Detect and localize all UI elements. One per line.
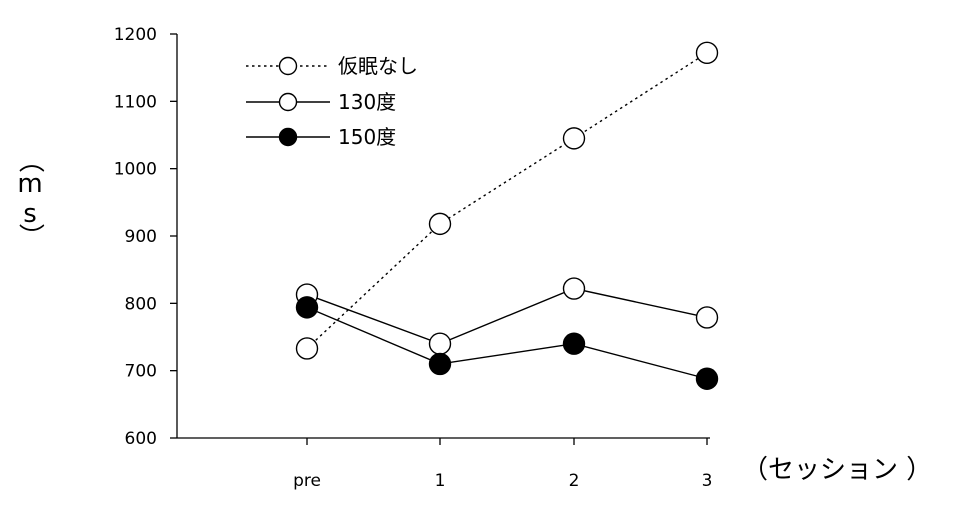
data-point xyxy=(428,332,452,355)
x-tick-label: 2 xyxy=(569,471,580,491)
data-point xyxy=(428,212,452,236)
y-tick-label: 1000 xyxy=(114,160,157,180)
data-point xyxy=(295,296,319,319)
data-point xyxy=(428,352,452,376)
x-tick-label: pre xyxy=(293,471,321,491)
y-tick-label: 700 xyxy=(125,362,157,382)
series-line xyxy=(306,306,708,380)
legend-label: 130度 xyxy=(338,90,396,114)
axes xyxy=(176,34,710,439)
legend-item: 130度 xyxy=(246,90,396,114)
y-axis-title-char: m xyxy=(17,169,42,199)
series-markers xyxy=(295,41,719,390)
legend-marker xyxy=(278,92,298,112)
x-tick-label: 1 xyxy=(435,471,446,491)
x-tick-label: 3 xyxy=(702,471,713,491)
series-line xyxy=(306,52,708,349)
y-axis-title-char: ） xyxy=(15,223,45,249)
data-point xyxy=(695,367,719,390)
y-ticks: 600 700 800 900 1000 1100 1200 xyxy=(114,25,177,449)
data-point xyxy=(695,306,719,329)
legend-marker xyxy=(278,127,298,147)
legend-label: 150度 xyxy=(338,125,396,149)
data-point xyxy=(562,127,586,150)
series-line xyxy=(306,287,708,345)
series-lines xyxy=(306,52,708,380)
y-tick-label: 600 xyxy=(125,429,157,449)
legend-marker xyxy=(278,56,298,76)
data-point xyxy=(695,41,719,65)
data-point xyxy=(295,337,319,360)
data-point xyxy=(562,277,586,300)
data-point xyxy=(562,332,586,355)
y-axis-title-char: （ xyxy=(15,147,45,173)
y-axis-title: （ m s ） xyxy=(15,147,45,249)
y-tick-label: 1100 xyxy=(114,92,157,112)
legend-item: 150度 xyxy=(246,125,396,149)
legend-label: 仮眠なし xyxy=(338,54,418,78)
y-tick-label: 800 xyxy=(125,294,157,314)
y-tick-label: 1200 xyxy=(114,25,157,45)
x-ticks: pre 1 2 3 xyxy=(293,438,712,491)
legend-item: 仮眠なし xyxy=(246,54,418,78)
legend: 仮眠なし 130度 150度 xyxy=(246,54,418,149)
x-axis-title: （セッション ） xyxy=(742,455,932,485)
y-tick-label: 900 xyxy=(125,227,157,247)
y-axis-title-char: s xyxy=(23,199,37,229)
